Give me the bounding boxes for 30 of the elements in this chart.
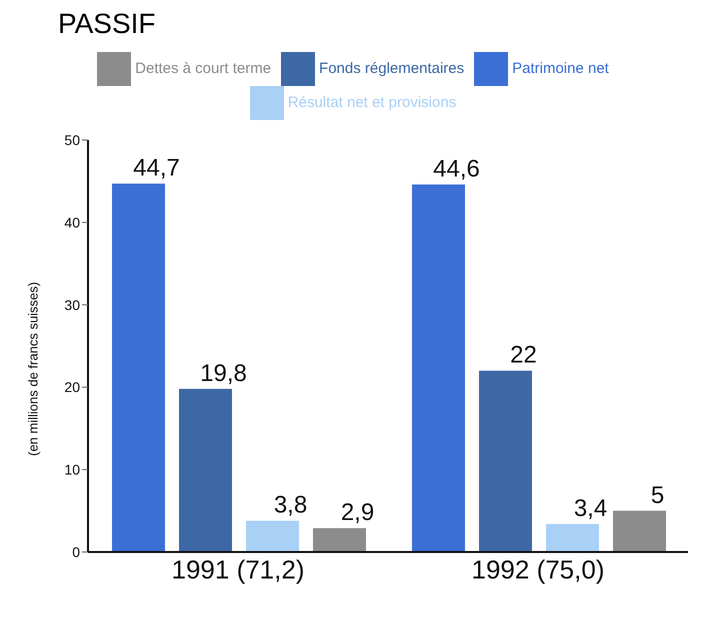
bar [179,388,232,552]
x-tick-label: 1991 (71,2) [172,554,304,584]
bar [613,510,666,552]
bar [112,184,165,552]
data-label: 44,7 [133,154,180,182]
y-tick-label: 40 [64,214,80,230]
x-tick-label: 1992 (75,0) [472,554,604,584]
y-tick-label: 30 [64,296,80,313]
data-label: 19,8 [200,360,247,387]
data-label: 44,6 [433,155,480,182]
data-label: 3,4 [574,494,608,522]
data-label: 2,9 [340,499,374,526]
legend-label: Résultat net et provisions [288,94,456,111]
y-axis-title: (en millions de francs suisses) [26,282,41,456]
data-label: 22 [510,342,537,369]
legend-label: Patrimoine net [512,60,609,77]
data-label: 5 [650,482,664,509]
y-tick-label: 50 [64,132,80,148]
bar [412,184,465,552]
data-label: 3,8 [274,492,308,519]
bar [479,370,532,552]
bar [546,524,599,552]
y-tick-label: 0 [72,544,80,560]
legend-label: Dettes à court terme [135,60,272,77]
y-tick-label: 20 [64,379,80,396]
bar [313,528,366,552]
legend-label: Fonds réglementaires [319,60,464,77]
chart-title: PASSIF [58,8,157,41]
y-tick-label: 10 [64,462,80,478]
bar [246,520,299,552]
